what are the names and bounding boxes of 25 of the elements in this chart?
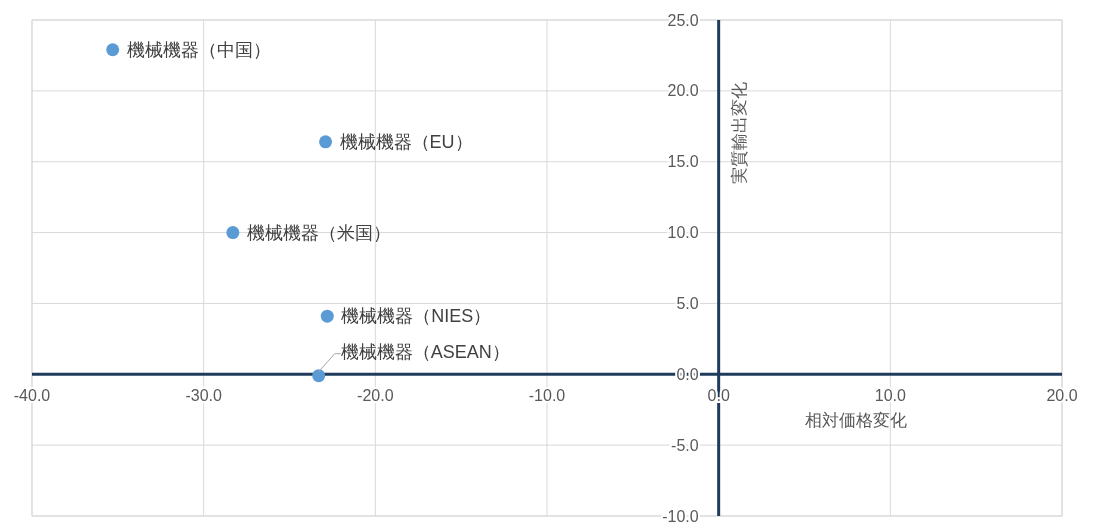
annotation: 機械機器（EU）: [339, 132, 473, 153]
x-tick-label: -30.0: [185, 387, 222, 405]
point: [319, 135, 333, 149]
y-tick-label: 10.0: [667, 224, 699, 242]
y-tick-label: -5.0: [671, 436, 699, 454]
y-tick-label: 5.0: [676, 295, 699, 313]
y-axis-title: 実質輸出変化: [729, 82, 749, 185]
x-tick-label: 20.0: [1046, 387, 1078, 405]
point: [106, 43, 120, 57]
x-tick-label: -40.0: [13, 387, 51, 405]
annotation: 機械機器（ASEAN）: [340, 341, 510, 362]
y-tick-label: -10.0: [662, 507, 699, 524]
point: [320, 309, 334, 323]
point: [226, 226, 240, 240]
x-axis-title: 相対価格変化: [805, 411, 907, 431]
annotation: 機械機器（米国）: [246, 222, 391, 243]
y-tick-label: 20.0: [667, 82, 699, 100]
y-tick-label: 15.0: [667, 153, 699, 171]
annotation: 機械機器（中国）: [126, 40, 271, 61]
annotation: 機械機器（NIES）: [341, 306, 492, 327]
point: [312, 369, 326, 383]
x-tick-label: 10.0: [874, 387, 907, 405]
x-tick-label: -20.0: [357, 387, 394, 405]
y-tick-label: 25.0: [667, 11, 699, 29]
x-tick-label: -10.0: [528, 387, 566, 405]
